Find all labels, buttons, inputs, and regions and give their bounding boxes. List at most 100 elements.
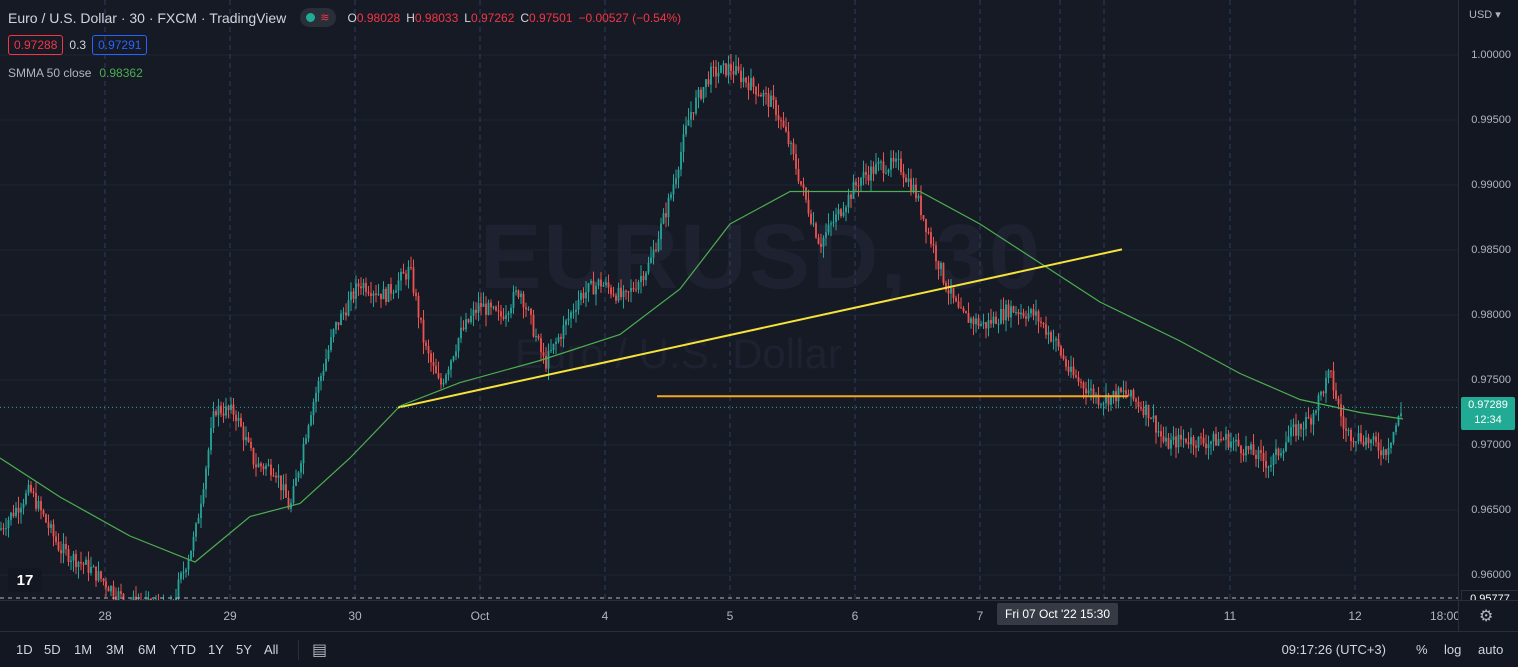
candle	[1325, 371, 1327, 403]
candle	[1308, 407, 1310, 419]
timezone-clock[interactable]: 09:17:26 (UTC+3)	[1282, 642, 1386, 657]
candle	[1340, 394, 1342, 426]
candle	[875, 153, 877, 175]
candle	[1345, 418, 1347, 442]
candle	[808, 190, 810, 217]
candle	[38, 496, 40, 512]
candle	[960, 298, 962, 309]
candle	[265, 463, 267, 476]
candle	[1175, 428, 1177, 458]
candle	[655, 242, 657, 252]
candle	[943, 262, 945, 285]
candle	[340, 310, 342, 326]
range-button-5y[interactable]: 5Y	[236, 642, 252, 657]
gear-icon[interactable]: ⚙	[1479, 606, 1493, 626]
candle	[1388, 438, 1390, 463]
market-status-pill[interactable]: ≋	[300, 8, 335, 27]
candle	[865, 164, 867, 185]
candle	[538, 334, 540, 340]
candle	[650, 247, 652, 264]
candle	[1288, 425, 1290, 442]
candle	[253, 447, 255, 468]
candle	[1343, 405, 1345, 439]
tradingview-logo-icon[interactable]: 17	[8, 568, 42, 592]
candle	[573, 303, 575, 318]
log-scale-button[interactable]: log	[1444, 642, 1461, 657]
range-button-3m[interactable]: 3M	[106, 642, 124, 657]
candle	[578, 290, 580, 314]
range-button-1m[interactable]: 1M	[74, 642, 92, 657]
candle	[873, 161, 875, 181]
candle	[1110, 395, 1112, 411]
candle	[148, 591, 150, 600]
candle	[1015, 306, 1017, 315]
candle	[1215, 427, 1217, 446]
candle	[1010, 300, 1012, 327]
candle	[1358, 425, 1360, 444]
candle	[1165, 427, 1167, 447]
candle	[3, 523, 5, 535]
range-button-1y[interactable]: 1Y	[208, 642, 224, 657]
candle	[998, 319, 1000, 334]
candle	[395, 285, 397, 293]
candle	[278, 464, 280, 488]
candle	[1213, 431, 1215, 451]
candle	[393, 290, 395, 299]
candle	[260, 462, 262, 472]
candle	[365, 278, 367, 297]
candle	[505, 305, 507, 327]
candle	[818, 234, 820, 245]
candle	[748, 76, 750, 100]
candlestick-chart[interactable]	[0, 0, 1458, 600]
candle	[715, 60, 717, 88]
candle	[410, 257, 412, 271]
candle	[1380, 439, 1382, 465]
buy-button[interactable]: 0.97291	[92, 35, 147, 55]
range-button-all[interactable]: All	[264, 642, 278, 657]
candle	[953, 288, 955, 304]
symbol-title[interactable]: Euro / U.S. Dollar · 30 · FXCM · Trading…	[8, 10, 286, 26]
auto-scale-button[interactable]: auto	[1478, 642, 1503, 657]
range-button-6m[interactable]: 6M	[138, 642, 156, 657]
candle	[843, 202, 845, 218]
candle	[323, 363, 325, 380]
time-tick-label: 11	[1224, 609, 1236, 623]
goto-date-icon[interactable]: ▤	[312, 640, 327, 660]
candle	[113, 580, 115, 600]
candle	[1030, 308, 1032, 318]
candle	[1078, 371, 1080, 386]
candle	[78, 561, 80, 579]
candle	[1398, 415, 1400, 426]
candle	[293, 479, 295, 505]
candle	[185, 568, 187, 578]
chart-pane[interactable]: EURUSD, 30 Euro / U.S. Dollar Euro / U.S…	[0, 0, 1458, 600]
candle	[673, 174, 675, 201]
candle	[455, 344, 457, 360]
currency-selector[interactable]: USD ▾	[1469, 8, 1501, 21]
candle	[360, 277, 362, 295]
range-button-1d[interactable]: 1D	[16, 642, 33, 657]
candle	[535, 329, 537, 342]
indicator-legend[interactable]: SMMA 50 close 0.98362	[8, 66, 143, 80]
candle	[373, 291, 375, 307]
range-button-5d[interactable]: 5D	[44, 642, 61, 657]
time-tick-label: 6	[852, 609, 859, 623]
percent-scale-button[interactable]: %	[1416, 642, 1428, 657]
candle	[978, 314, 980, 329]
candle	[1070, 356, 1072, 378]
candle	[1160, 424, 1162, 447]
candle	[740, 64, 742, 88]
sell-button[interactable]: 0.97288	[8, 35, 63, 55]
candle	[1130, 390, 1132, 406]
candle	[58, 533, 60, 551]
candle	[0, 522, 2, 531]
candle	[350, 282, 352, 311]
range-button-ytd[interactable]: YTD	[170, 642, 196, 657]
chart-settings-corner[interactable]: ⚙	[1458, 600, 1518, 631]
candle	[780, 117, 782, 130]
candle	[183, 562, 185, 580]
candle	[840, 208, 842, 218]
